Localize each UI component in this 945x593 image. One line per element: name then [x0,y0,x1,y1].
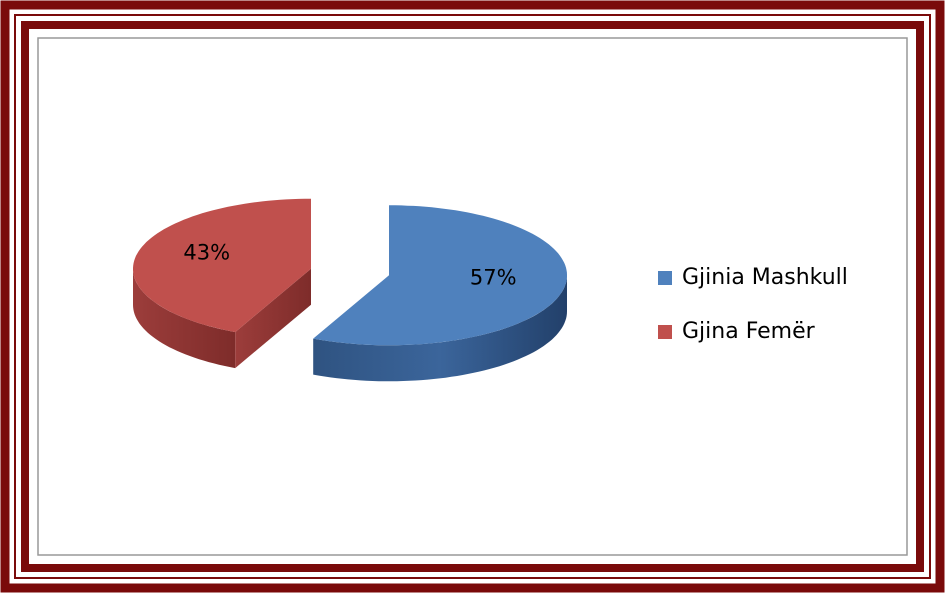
slice [133,198,311,369]
legend: Gjinia Mashkull Gjina Femër [658,265,848,344]
legend-label: Gjina Femër [682,319,816,344]
inner-frame [21,21,924,572]
legend-label: Gjinia Mashkull [682,265,848,290]
frame-line [14,14,931,579]
slice [313,205,567,382]
legend-swatch [658,325,672,339]
legend-swatch [658,271,672,285]
pie: 57% 43% [133,198,567,382]
slice-top [133,198,311,333]
slice-top [313,205,567,346]
slice-face [235,268,311,369]
slice-side [133,268,236,369]
plot-border [37,37,908,556]
data-label: 43% [183,241,230,265]
data-label: 57% [470,265,517,289]
slice-side [313,275,567,382]
